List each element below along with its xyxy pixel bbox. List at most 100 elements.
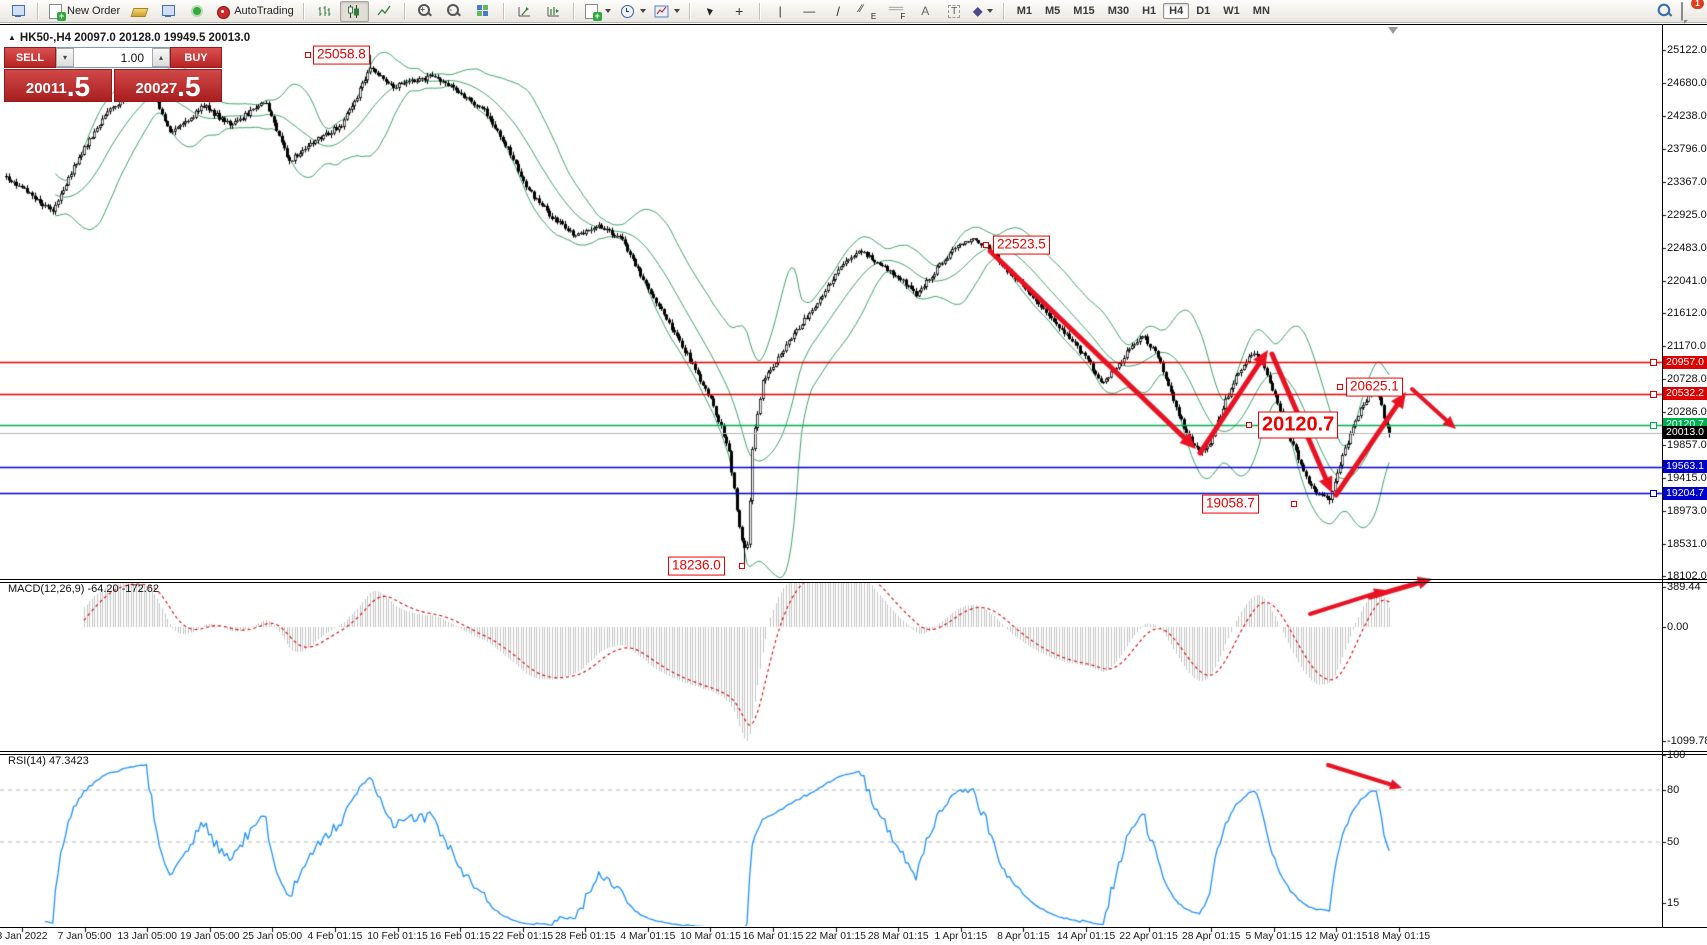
chat-icon[interactable]: 1 (1681, 0, 1704, 21)
new-order-icon: + (48, 3, 66, 21)
chart-window-icon[interactable] (4, 2, 31, 21)
pane-separator[interactable] (0, 751, 1707, 752)
collapse-triangle-icon[interactable]: ▲ (8, 33, 16, 42)
price-chart-canvas[interactable] (0, 25, 1707, 945)
buy-button[interactable]: BUY (170, 47, 222, 68)
sell-button[interactable]: SELL (4, 47, 56, 68)
template-button[interactable] (651, 2, 683, 21)
chart-shift-marker-icon[interactable] (1388, 27, 1398, 34)
time-tick-label: 3 Jan 2022 (0, 931, 48, 942)
volume-decrease-button[interactable]: ▾ (56, 48, 74, 67)
price-annotation-label[interactable]: 20625.1 (1346, 377, 1403, 397)
line-chart-icon[interactable] (371, 2, 398, 21)
timeframe-h4[interactable]: H4 (1163, 3, 1190, 19)
volume-stepper: ▾ 1.00 ▴ (56, 47, 170, 68)
price-tick: 18531.0 (1667, 537, 1707, 550)
hline-handle[interactable] (1650, 421, 1657, 429)
new-order-label: New Order (67, 5, 121, 17)
time-tick-label: 18 May 01:15 (1367, 931, 1431, 942)
periods-button[interactable] (616, 2, 649, 21)
price-tick: 20286.0 (1667, 406, 1707, 419)
timeframe-d1[interactable]: D1 (1196, 5, 1211, 17)
bar-chart-icon[interactable] (311, 2, 338, 21)
buy-price[interactable]: 20027.5 (114, 69, 222, 102)
pane-separator[interactable] (0, 754, 1707, 755)
rsi-tick: 100 (1667, 749, 1686, 762)
annotation-anchor (983, 241, 989, 248)
hline-handle[interactable] (1650, 359, 1657, 367)
volume-increase-button[interactable]: ▴ (152, 48, 170, 67)
price-badge: 19204.7 (1663, 486, 1707, 500)
timeframe-m1[interactable]: M1 (1016, 5, 1032, 17)
channel-icon[interactable]: ∕∕ E (859, 3, 877, 22)
pane-separator[interactable] (0, 582, 1707, 583)
price-tick: 18973.0 (1667, 504, 1707, 517)
price-annotation-label[interactable]: 18236.0 (668, 556, 725, 576)
chevron-down-icon (673, 9, 680, 13)
annotation-anchor (1291, 501, 1297, 508)
strategy-test-icon[interactable] (511, 2, 538, 21)
new-chart-button[interactable]: + (581, 2, 614, 21)
text-label-icon[interactable]: T (941, 2, 968, 21)
trendline-icon[interactable]: / (836, 3, 841, 19)
price-annotation-label[interactable]: 20120.7 (1258, 411, 1339, 439)
autotrading-button[interactable]: AutoTrading (212, 2, 297, 21)
step-forward-icon[interactable] (540, 2, 567, 21)
timeframe-m5[interactable]: M5 (1045, 5, 1061, 17)
price-tick: 21170.0 (1667, 340, 1706, 353)
signal-icon[interactable] (183, 2, 210, 21)
annotation-anchor (1337, 383, 1343, 390)
toolbar-separator (37, 2, 39, 20)
time-tick-label: 22 Feb 01:15 (492, 931, 554, 942)
search-icon[interactable] (1657, 3, 1674, 20)
hline-handle[interactable] (1650, 490, 1657, 498)
volume-value[interactable]: 1.00 (120, 50, 144, 65)
timeframe-mn[interactable]: MN (1252, 5, 1270, 17)
time-tick-label: 12 May 01:15 (1305, 931, 1368, 942)
price-annotation-label[interactable]: 19058.7 (1202, 494, 1259, 514)
new-order-button[interactable]: + New Order (45, 2, 123, 21)
price-badge: 20532.2 (1663, 387, 1707, 401)
price-tick: 18102.0 (1667, 570, 1707, 582)
rsi-tick: 50 (1667, 835, 1680, 848)
symbol-header: ▲ HK50-,H4 20097.0 20128.0 19949.5 20013.… (8, 32, 251, 44)
pane-separator[interactable] (0, 579, 1707, 580)
price-tick: 25122.0 (1667, 44, 1707, 56)
time-tick-label: 7 Jan 05:00 (57, 931, 112, 942)
autotrading-icon (215, 3, 231, 19)
toolbar-right: 1 (1657, 0, 1704, 21)
timeframe-h1[interactable]: H1 (1142, 5, 1157, 17)
vertical-line-icon[interactable]: | (778, 4, 782, 18)
timeframe-w1[interactable]: W1 (1223, 5, 1240, 17)
notification-badge: 1 (1691, 0, 1704, 9)
price-annotation-label[interactable]: 25058.8 (313, 45, 370, 65)
time-tick-label: 8 Apr 01:15 (997, 931, 1050, 942)
shapes-button[interactable]: ◆ (970, 2, 997, 21)
text-icon[interactable]: A (921, 4, 930, 18)
tile-windows-icon[interactable] (470, 2, 497, 21)
cursor-icon[interactable] (697, 2, 724, 21)
zoom-in-icon[interactable]: + (412, 2, 439, 21)
macd-tick: -1099.78 (1667, 735, 1707, 747)
time-tick-label: 4 Mar 01:15 (620, 931, 676, 942)
sell-price[interactable]: 20011.5 (4, 69, 112, 102)
hline-handle[interactable] (1650, 390, 1657, 398)
crosshair-icon[interactable]: + (735, 3, 744, 19)
price-tick: 23367.0 (1667, 175, 1707, 188)
timeframe-m15[interactable]: M15 (1073, 5, 1095, 17)
gold-icon[interactable] (125, 2, 152, 21)
time-tick-label: 13 Jan 05:00 (117, 931, 177, 942)
candlestick-chart-icon[interactable] (339, 0, 369, 22)
toolbar-separator (403, 2, 406, 20)
price-tick: 20728.0 (1667, 373, 1707, 386)
fibonacci-icon[interactable]: === F (888, 4, 906, 22)
terminal-icon[interactable] (154, 2, 181, 21)
chevron-down-icon (639, 9, 646, 13)
price-annotation-label[interactable]: 22523.5 (993, 235, 1050, 255)
horizontal-line-icon[interactable]: — (803, 4, 816, 18)
price-badge: 20957.0 (1663, 355, 1707, 369)
zoom-out-icon[interactable]: - (441, 2, 468, 21)
timeframe-m30[interactable]: M30 (1107, 5, 1130, 17)
time-tick-label: 1 Apr 01:15 (934, 931, 988, 942)
time-axis-line (0, 927, 1707, 928)
